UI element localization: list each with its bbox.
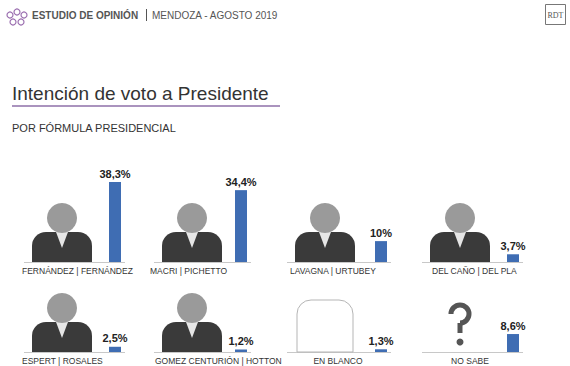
svg-text:2,5%: 2,5%: [102, 332, 127, 344]
svg-text:ESTUDIO DE OPINIÓN: ESTUDIO DE OPINIÓN: [32, 9, 138, 21]
svg-text:38,3%: 38,3%: [99, 168, 130, 180]
svg-text:3,7%: 3,7%: [500, 240, 525, 252]
svg-text:8,6%: 8,6%: [500, 320, 525, 332]
svg-text:NO SABE: NO SABE: [451, 356, 489, 366]
svg-text:1,3%: 1,3%: [368, 335, 393, 347]
svg-text:GOMEZ CENTURIÓN | HOTTON: GOMEZ CENTURIÓN | HOTTON: [155, 356, 282, 366]
svg-text:LAVAGNA | URTUBEY: LAVAGNA | URTUBEY: [290, 266, 376, 276]
svg-text:POR FÓRMULA PRESIDENCIAL: POR FÓRMULA PRESIDENCIAL: [12, 122, 176, 134]
svg-text:34,4%: 34,4%: [225, 176, 256, 188]
svg-text:RDT: RDT: [548, 11, 564, 20]
svg-text:ESPERT | ROSALES: ESPERT | ROSALES: [22, 356, 103, 366]
svg-text:MENDOZA - AGOSTO 2019: MENDOZA - AGOSTO 2019: [152, 10, 278, 21]
svg-text:1,2%: 1,2%: [228, 335, 253, 347]
svg-text:FERNÁNDEZ | FERNÁNDEZ: FERNÁNDEZ | FERNÁNDEZ: [22, 266, 133, 276]
svg-text:MACRI | PICHETTO: MACRI | PICHETTO: [150, 266, 228, 276]
svg-text:EN BLANCO: EN BLANCO: [313, 356, 363, 366]
svg-text:DEL CAÑO | DEL PLA: DEL CAÑO | DEL PLA: [432, 266, 517, 276]
svg-text:Intención de voto a Presidente: Intención de voto a Presidente: [12, 83, 269, 104]
svg-text:10%: 10%: [370, 227, 392, 239]
